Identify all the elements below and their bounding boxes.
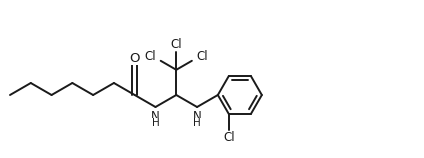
Text: N: N <box>151 109 160 122</box>
Text: Cl: Cl <box>144 50 156 63</box>
Text: O: O <box>129 52 140 64</box>
Text: Cl: Cl <box>170 38 182 51</box>
Text: N: N <box>192 109 201 122</box>
Text: Cl: Cl <box>197 50 209 63</box>
Text: Cl: Cl <box>223 131 234 144</box>
Text: H: H <box>193 118 201 128</box>
Text: H: H <box>152 118 159 128</box>
